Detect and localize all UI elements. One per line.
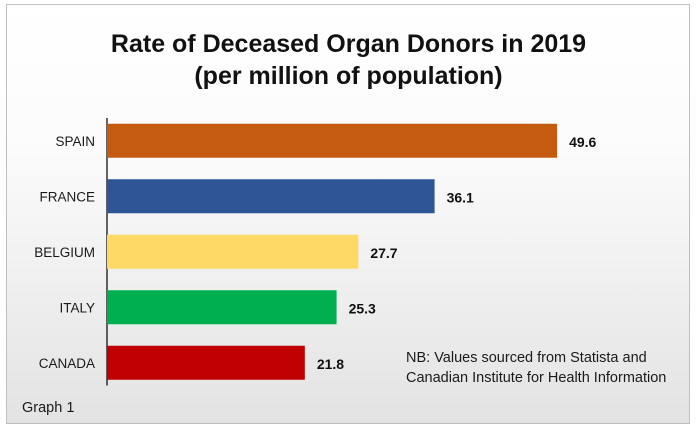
chart-subtitle: (per million of population) <box>194 62 503 90</box>
bar-france <box>107 179 435 214</box>
category-label-spain: SPAIN <box>55 134 95 149</box>
bar-canada <box>107 345 305 380</box>
source-note: NB: Values sourced from Statista and Can… <box>406 350 667 386</box>
chart-title: Rate of Deceased Organ Donors in 2019 <box>110 30 587 58</box>
category-label-france: FRANCE <box>39 189 95 204</box>
category-label-belgium: BELGIUM <box>34 245 95 260</box>
category-label-italy: ITALY <box>59 300 95 315</box>
bar-belgium <box>107 234 359 269</box>
value-label-france: 36.1 <box>447 189 474 205</box>
category-label-canada: CANADA <box>39 356 95 371</box>
value-label-canada: 21.8 <box>317 356 344 372</box>
value-label-italy: 25.3 <box>349 300 376 316</box>
value-label-belgium: 27.7 <box>370 245 397 261</box>
value-label-spain: 49.6 <box>569 134 596 150</box>
bar-italy <box>107 290 337 325</box>
bar-spain <box>107 123 558 158</box>
graph-label: Graph 1 <box>22 400 75 416</box>
